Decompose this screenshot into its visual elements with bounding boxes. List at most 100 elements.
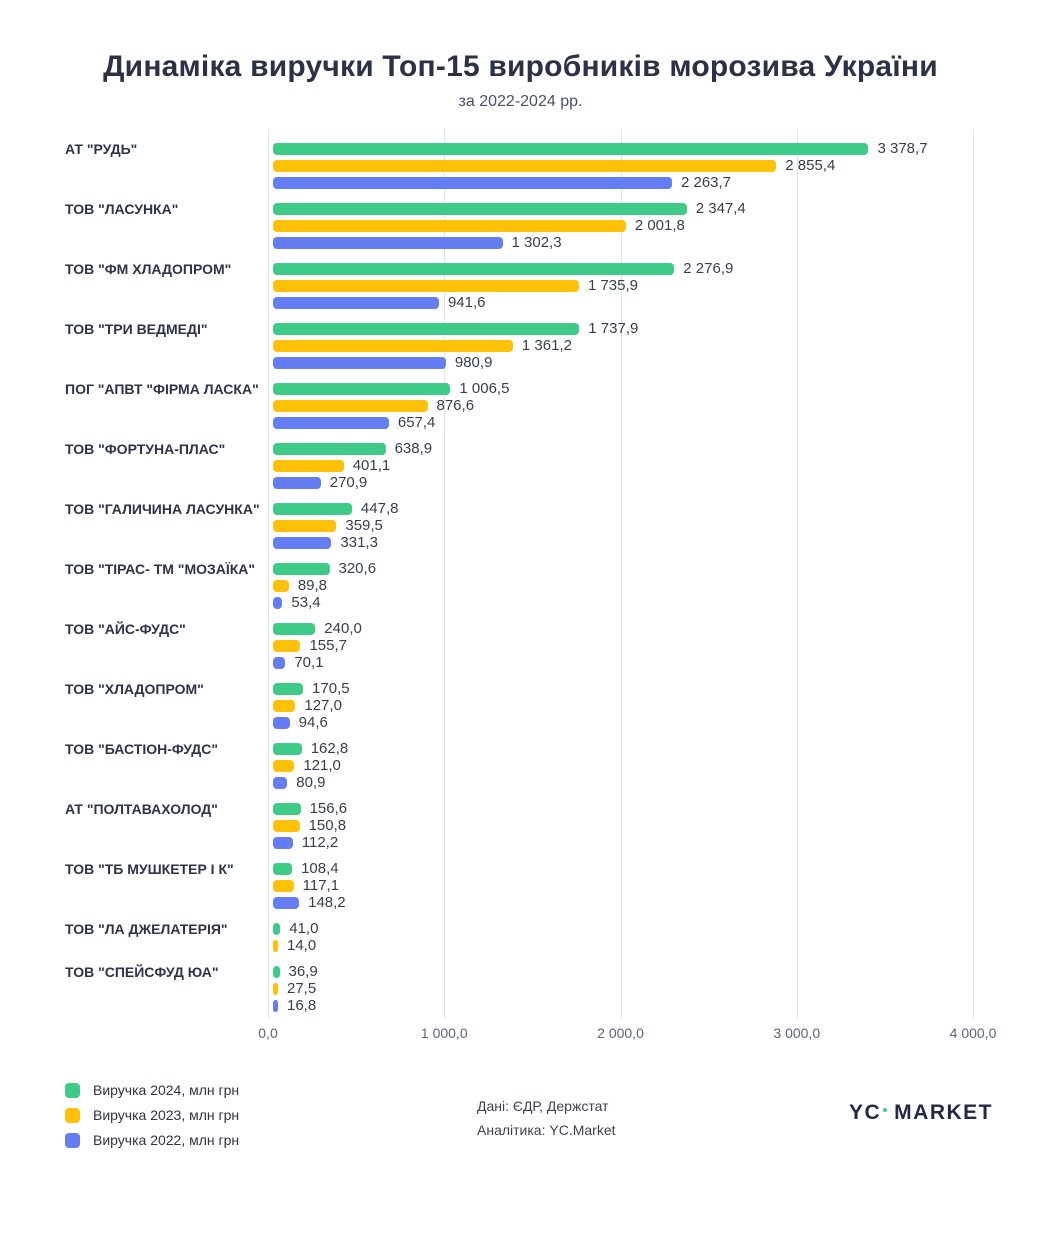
group-bars: 108,4 117,1 148,2 <box>273 861 346 911</box>
group-bars: 36,9 27,5 16,8 <box>273 963 318 1013</box>
chart-subtitle: за 2022-2024 рр. <box>458 93 583 110</box>
category-label: ТОВ "ТРИ ВЕДМЕДІ" <box>65 321 208 337</box>
bar <box>273 983 278 995</box>
value-label: 36,9 <box>288 963 318 980</box>
category-label: ТОВ "СПЕЙСФУД ЮА" <box>65 964 219 980</box>
bar-row: 117,1 <box>273 878 346 893</box>
legend-swatch-2023-icon <box>65 1108 80 1123</box>
value-label: 3 378,7 <box>877 140 928 157</box>
bar-row: 941,6 <box>273 295 733 310</box>
company-group: ТОВ "АЙС-ФУДС" 240,0 155,7 70,1 <box>0 621 1041 670</box>
bar-row: 16,8 <box>273 998 318 1013</box>
company-group: АТ "ПОЛТАВАХОЛОД" 156,6 150,8 112,2 <box>0 801 1041 850</box>
ice-cream-revenue-chart-page: Динаміка виручки Топ-15 виробників мороз… <box>0 50 1041 1250</box>
bar-row: 41,0 <box>273 921 318 936</box>
bar <box>273 400 428 412</box>
gridline <box>268 129 269 1019</box>
company-group: ТОВ "ЛА ДЖЕЛАТЕРІЯ" 41,0 14,0 <box>0 921 1041 953</box>
category-label: ТОВ "ТБ МУШКЕТЕР І К" <box>65 861 234 877</box>
bar-row: 876,6 <box>273 397 509 414</box>
group-bars: 1 006,5 876,6 657,4 <box>273 380 510 430</box>
bar-row: 447,8 <box>273 501 398 516</box>
value-label: 1 735,9 <box>587 277 638 294</box>
bar-row: 127,0 <box>273 698 350 713</box>
company-group: ТОВ "СПЕЙСФУД ЮА" 36,9 27,5 16,8 <box>0 963 1041 1013</box>
group-bars: 240,0 155,7 70,1 <box>273 621 362 670</box>
bar <box>273 263 675 275</box>
group-bars: 2 276,9 1 735,9 941,6 <box>273 261 733 310</box>
legend-item-2023: Виручка 2023, млн грн <box>65 1108 239 1123</box>
bar <box>273 203 687 215</box>
company-group: ТОВ "ТБ МУШКЕТЕР І К" 108,4 117,1 148,2 <box>0 861 1041 911</box>
x-tick-label: 0,0 <box>258 1025 278 1041</box>
bar <box>273 563 330 575</box>
bar <box>273 340 513 352</box>
value-label: 876,6 <box>436 397 475 414</box>
x-tick-label: 1 000,0 <box>420 1025 468 1041</box>
bar-row: 80,9 <box>273 775 348 790</box>
bar <box>273 417 389 429</box>
category-label: ПОГ "АПВТ "ФІРМА ЛАСКА" <box>65 381 259 397</box>
company-group: АТ "РУДЬ" 3 378,7 2 855,4 2 263,7 <box>0 140 1041 190</box>
bar <box>273 743 302 755</box>
company-group: ТОВ "ТРИ ВЕДМЕДІ" 1 737,9 1 361,2 980,9 <box>0 321 1041 371</box>
value-label: 980,9 <box>454 354 493 371</box>
logo-yc-text: YC <box>848 1101 882 1124</box>
bar <box>273 940 278 952</box>
gridline <box>796 129 798 1019</box>
value-label: 270,9 <box>329 474 368 491</box>
group-bars: 2 347,4 2 001,8 1 302,3 <box>273 200 746 251</box>
bar <box>273 143 869 155</box>
bar-row: 108,4 <box>273 861 346 876</box>
x-tick-label: 3 000,0 <box>773 1025 821 1041</box>
value-label: 1 302,3 <box>511 234 562 251</box>
company-group: ТОВ "БАСТІОН-ФУДС" 162,8 121,0 80,9 <box>0 740 1041 790</box>
gridlines <box>268 129 974 1019</box>
bar-row: 980,9 <box>273 354 638 371</box>
bar <box>273 537 332 549</box>
value-label: 2 001,8 <box>634 217 685 234</box>
value-label: 155,7 <box>309 637 347 654</box>
category-label: ТОВ "БАСТІОН-ФУДС" <box>65 741 219 757</box>
bar <box>273 580 289 592</box>
value-label: 1 006,5 <box>459 380 510 397</box>
bar <box>273 357 446 369</box>
bar-row: 240,0 <box>273 621 362 636</box>
value-label: 150,8 <box>308 817 347 834</box>
bar-row: 156,6 <box>273 801 347 816</box>
value-label: 2 347,4 <box>695 200 746 217</box>
bar-row: 1 735,9 <box>273 277 733 294</box>
bar <box>273 220 626 232</box>
bar <box>273 760 295 772</box>
bar-row: 53,4 <box>273 595 376 610</box>
company-group: ТОВ "ЛАСУНКА" 2 347,4 2 001,8 1 302,3 <box>0 200 1041 251</box>
bar-row: 121,0 <box>273 758 348 773</box>
value-label: 331,3 <box>340 534 378 551</box>
category-label: АТ "ПОЛТАВАХОЛОД" <box>65 801 218 817</box>
group-bars: 3 378,7 2 855,4 2 263,7 <box>273 140 928 190</box>
bar <box>273 880 294 892</box>
legend-swatch-2022-icon <box>65 1133 80 1148</box>
category-label: ТОВ "ХЛАДОПРОМ" <box>65 681 204 697</box>
value-label: 2 855,4 <box>785 157 836 174</box>
bar-row: 1 737,9 <box>273 321 638 336</box>
category-label: ТОВ "ЛАСУНКА" <box>65 201 179 217</box>
value-label: 162,8 <box>310 740 349 757</box>
value-label: 638,9 <box>394 440 433 457</box>
group-bars: 162,8 121,0 80,9 <box>273 740 349 790</box>
x-tick-label: 2 000,0 <box>597 1025 644 1041</box>
bar <box>273 323 580 335</box>
bar-row: 155,7 <box>273 637 362 654</box>
bar <box>273 237 503 249</box>
bar-row: 2 276,9 <box>273 261 733 276</box>
value-label: 148,2 <box>308 894 346 911</box>
bar-row: 3 378,7 <box>273 140 928 157</box>
bar <box>273 623 316 635</box>
bar-row: 359,5 <box>273 518 398 533</box>
category-label: ТОВ "ФОРТУНА-ПЛАС" <box>65 441 226 457</box>
bar <box>273 1000 278 1012</box>
group-bars: 320,6 89,8 53,4 <box>273 561 376 610</box>
bar-row: 331,3 <box>273 534 398 551</box>
legend-item-2024: Виручка 2024, млн грн <box>65 1083 239 1098</box>
bar <box>273 177 672 189</box>
